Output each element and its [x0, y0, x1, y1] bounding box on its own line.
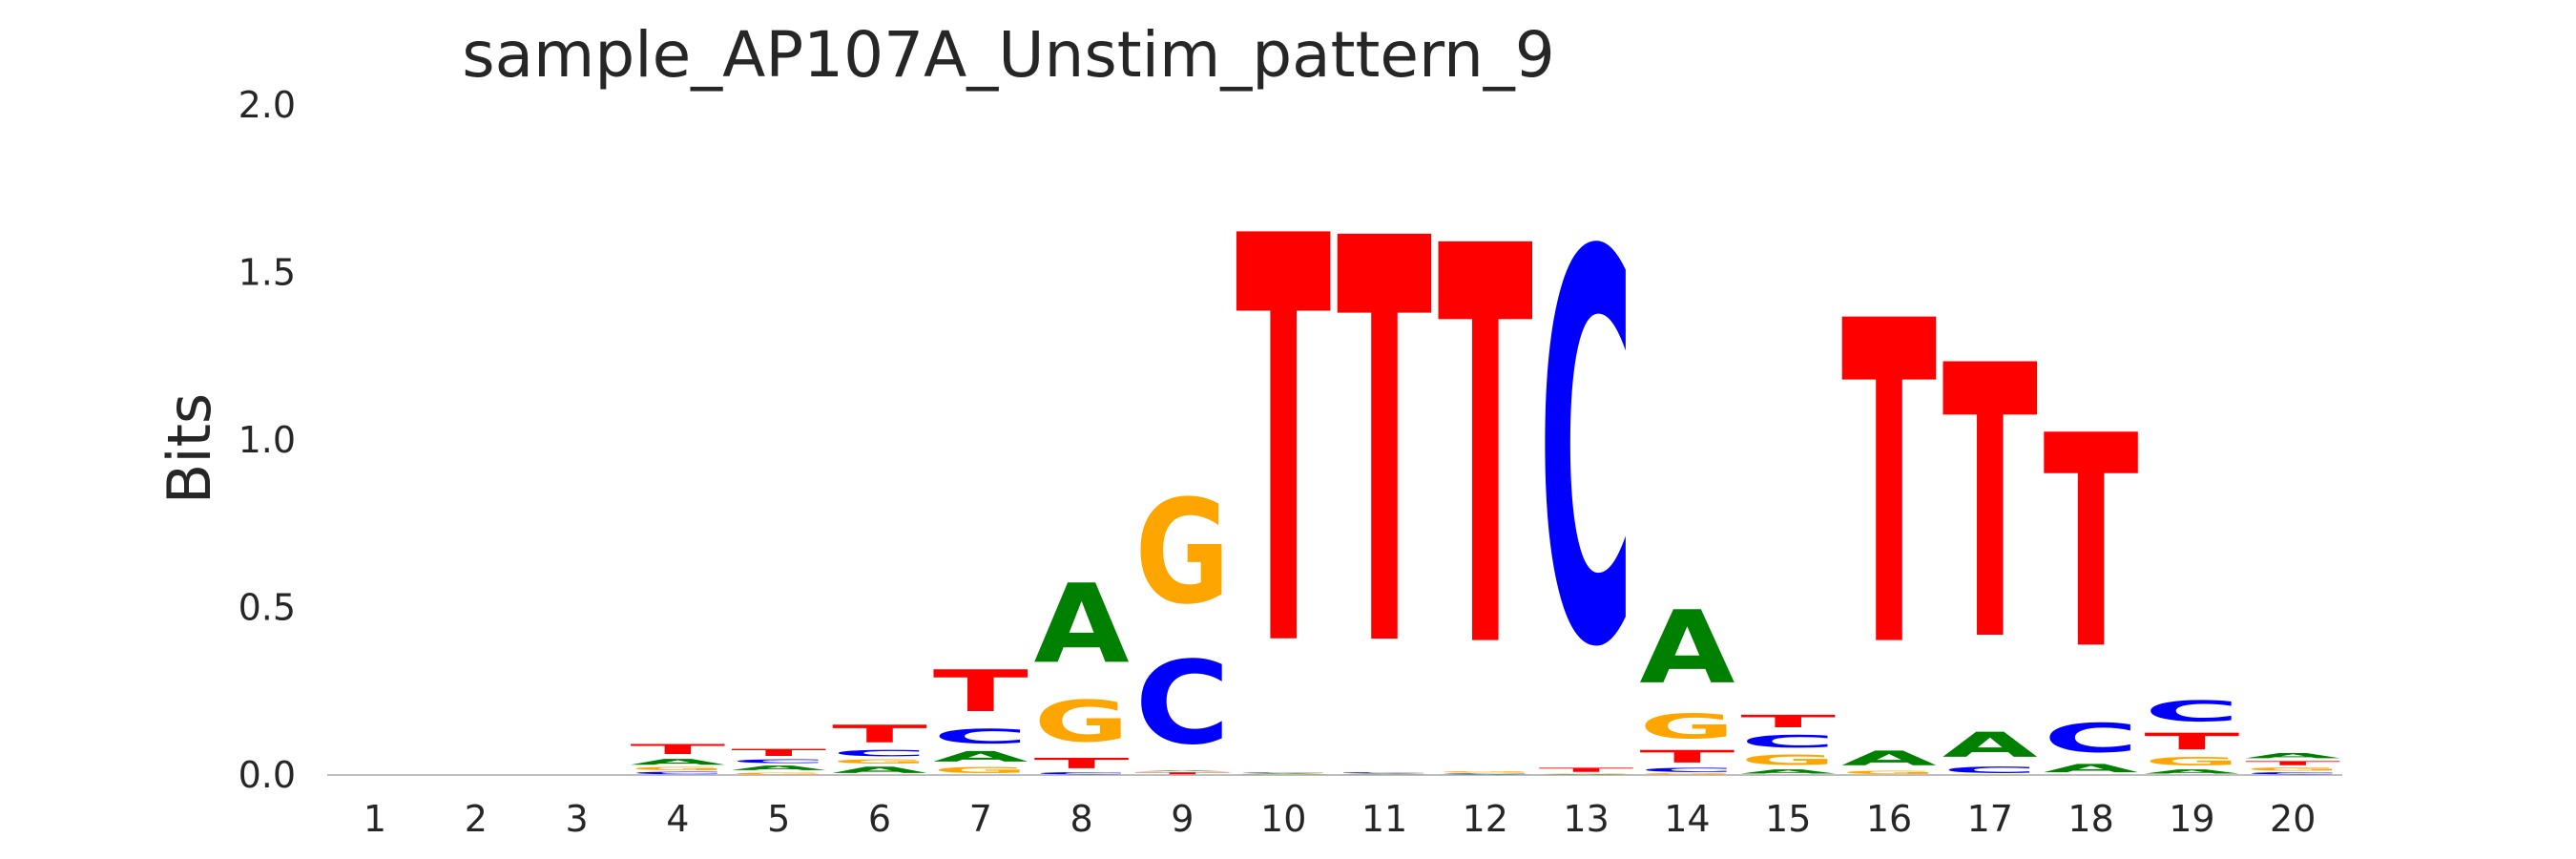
y-axis-label: Bits — [155, 393, 224, 504]
y-tick-label: 2.0 — [239, 84, 296, 126]
logo-letter-c: C — [1438, 773, 1533, 774]
logo-letter-a: A — [2245, 751, 2340, 760]
logo-letter-c: C — [1639, 766, 1735, 773]
logo-letter-a: A — [1438, 774, 1533, 775]
x-tick-label: 15 — [1765, 798, 1811, 840]
logo-letter-a: A — [1034, 561, 1130, 688]
x-tick-label: 11 — [1361, 798, 1407, 840]
logo-letter-g: G — [1639, 773, 1735, 775]
logo-letter-c: C — [2245, 772, 2340, 775]
logo-letter-a: A — [1841, 746, 1938, 770]
logo-letter-g: G — [630, 766, 725, 771]
logo-letter-a: A — [933, 748, 1028, 765]
logo-letter-a: A — [1337, 774, 1432, 775]
logo-letter-g: G — [1639, 707, 1735, 747]
logo-letter-t: T — [2044, 373, 2139, 714]
logo-letter-c: C — [1942, 765, 2038, 775]
chart-title: sample_AP107A_Unstim_pattern_9 — [462, 18, 1555, 92]
x-tick-label: 16 — [1866, 798, 1912, 840]
logo-letter-a: A — [731, 765, 826, 772]
logo-letter-t: T — [630, 742, 725, 758]
logo-letter-a: A — [2144, 768, 2239, 775]
logo-letter-t: T — [1841, 229, 1938, 745]
logo-letter-g: G — [2245, 766, 2340, 771]
x-tick-label: 12 — [1463, 798, 1508, 840]
logo-letter-t: T — [1942, 287, 2039, 723]
x-tick-label: 20 — [2270, 798, 2316, 840]
logo-letter-a: A — [1639, 590, 1735, 706]
y-tick-label: 0.0 — [239, 754, 296, 796]
y-tick-label: 1.0 — [239, 419, 296, 461]
logo-letter-t: T — [1639, 746, 1735, 766]
logo-letter-c: C — [1236, 772, 1331, 773]
y-tick-label: 0.5 — [239, 587, 296, 629]
y-axis-ticks: 0.0 0.5 1.0 1.5 2.0 — [239, 84, 296, 796]
logo-letter-g: G — [1438, 771, 1533, 773]
logo-letter-a: A — [1740, 768, 1836, 775]
logo-letter-g: G — [1740, 752, 1836, 768]
logo-letter-t: T — [1438, 133, 1534, 769]
logo-letter-a: A — [630, 757, 725, 766]
logo-letter-t: T — [1134, 772, 1230, 775]
logo-letter-c: C — [1337, 772, 1432, 774]
x-tick-label: 9 — [1171, 798, 1194, 840]
logo-letter-g: G — [731, 772, 826, 775]
logo-letter-a: A — [1236, 773, 1331, 774]
x-tick-label: 4 — [666, 798, 689, 840]
x-tick-label: 6 — [868, 798, 891, 840]
logo-letter-g: G — [832, 759, 927, 765]
logo-letter-c: C — [933, 724, 1028, 747]
logo-letter-a: A — [2044, 762, 2139, 775]
x-tick-label: 5 — [767, 798, 790, 840]
x-tick-label: 1 — [364, 798, 386, 840]
logo-letter-c: C — [2044, 715, 2139, 762]
x-tick-label: 19 — [2169, 798, 2214, 840]
logo-letter-g: G — [1539, 773, 1634, 774]
logo-letter-g: G — [2144, 755, 2239, 768]
x-tick-label: 17 — [1967, 798, 2013, 840]
x-tick-label: 8 — [1070, 798, 1093, 840]
logo-letter-c: C — [832, 748, 927, 759]
logo-letter-g: G — [1134, 470, 1230, 637]
logo-letter-a: A — [832, 765, 927, 775]
x-tick-label: 3 — [566, 798, 589, 840]
logo-letter-c: C — [630, 771, 725, 775]
x-tick-label: 13 — [1563, 798, 1609, 840]
logo-letter-t: T — [1740, 711, 1836, 731]
logo-letter-t: T — [933, 659, 1028, 725]
logo-letter-t: T — [731, 747, 826, 759]
logo-letter-c: C — [1134, 638, 1230, 770]
logo-letter-c: C — [1034, 772, 1130, 775]
logo-letter-t: T — [2144, 728, 2239, 755]
logo-letters: CGATGACTAGCTGACTCTGATACGGACTGACTACGTAGTC… — [630, 120, 2340, 775]
x-tick-label: 7 — [969, 798, 992, 840]
logo-letter-t: T — [1337, 124, 1433, 770]
logo-letter-c: C — [1539, 142, 1634, 765]
logo-letter-c: C — [2144, 695, 2239, 728]
logo-letter-t: T — [1034, 755, 1130, 772]
logo-letter-g: G — [1337, 774, 1432, 775]
logo-letter-c: C — [731, 758, 826, 764]
logo-letter-g: G — [1841, 770, 1937, 775]
x-axis-ticks: 1 2 3 4 5 6 7 8 9 10 11 12 13 14 15 16 17 18 19 20 — [364, 798, 2316, 840]
x-tick-label: 2 — [465, 798, 488, 840]
logo-letter-a: A — [1134, 770, 1230, 771]
logo-letter-a: A — [1539, 774, 1634, 775]
logo-letter-g: G — [933, 765, 1028, 775]
x-tick-label: 14 — [1664, 798, 1710, 840]
logo-letter-t: T — [2245, 760, 2340, 766]
logo-letter-a: A — [1942, 725, 2038, 765]
logo-letter-t: T — [1236, 120, 1332, 771]
logo-letter-g: G — [1034, 688, 1130, 755]
logo-letter-g: G — [1236, 774, 1331, 775]
y-tick-label: 1.5 — [239, 252, 296, 294]
logo-letter-t: T — [832, 720, 927, 748]
x-tick-label: 18 — [2067, 798, 2113, 840]
x-tick-label: 10 — [1260, 798, 1306, 840]
logo-letter-c: C — [1740, 731, 1836, 751]
logo-letter-t: T — [1539, 766, 1634, 773]
